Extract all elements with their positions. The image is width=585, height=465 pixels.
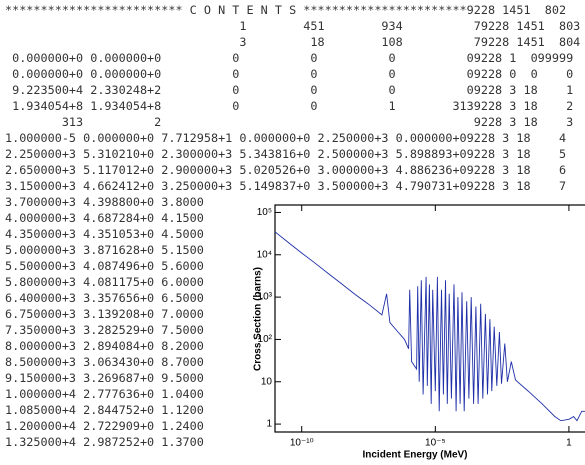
text-line: 1.934054+8 1.934054+8 0 0 1 3139228 3 18… <box>5 99 574 113</box>
chart: Incident Energy (MeV) Cross Section (bar… <box>237 197 585 465</box>
text-line: 5.000000+3 3.871628+0 5.1500 <box>5 243 204 257</box>
y-tick-label: 10 <box>261 376 273 387</box>
text-line: 2.250000+3 5.310210+0 2.300000+3 5.34381… <box>5 147 567 161</box>
text-line: 9.150000+3 3.269687+0 9.5000 <box>5 371 204 385</box>
text-line: 1.000000+4 2.777636+0 1.0400 <box>5 387 204 401</box>
text-line: 6.400000+3 3.357656+0 6.5000 <box>5 291 204 305</box>
text-line: 1.085000+4 2.844752+0 1.1200 <box>5 403 204 417</box>
text-line: 0.000000+0 0.000000+0 0 0 0 09228 1 0999… <box>5 51 574 65</box>
y-tick-label: 1 <box>266 419 272 430</box>
text-line: 5.500000+3 4.087496+0 5.6000 <box>5 259 204 273</box>
x-tick-label: 10⁻⁵ <box>425 438 446 449</box>
text-line: 1 451 934 79228 1451 803 <box>5 19 581 33</box>
text-line: 9.223500+4 2.330248+2 0 0 0 09228 3 18 1 <box>5 83 574 97</box>
text-line: 1.200000+4 2.722909+0 1.2400 <box>5 419 204 433</box>
text-line: 5.800000+3 4.081175+0 6.0000 <box>5 275 204 289</box>
y-tick-label: 10³ <box>258 292 273 303</box>
text-line: 4.350000+3 4.351053+0 4.5000 <box>5 227 204 241</box>
y-tick-label: 10² <box>258 334 273 345</box>
plot-frame <box>274 204 585 433</box>
text-line: 8.000000+3 2.894084+0 8.2000 <box>5 339 204 353</box>
text-line: 7.350000+3 3.282529+0 7.5000 <box>5 323 204 337</box>
data-line <box>274 231 585 422</box>
x-axis-label: Incident Energy (MeV) <box>362 450 467 461</box>
x-tick-label: 10⁻¹⁰ <box>290 438 314 449</box>
text-line: 1.325000+4 2.987252+0 1.3700 <box>5 435 204 449</box>
text-line: 1.000000-5 0.000000+0 7.712958+1 0.00000… <box>5 131 567 145</box>
file-text: ************************* C O N T E N T … <box>5 2 580 450</box>
text-line: 2.650000+3 5.117012+0 2.900000+3 5.02052… <box>5 163 567 177</box>
x-tick-label: 1 <box>566 438 572 449</box>
text-line: 6.750000+3 3.139208+0 7.0000 <box>5 307 204 321</box>
y-tick-label: 10⁵ <box>257 207 272 218</box>
text-line: 3.150000+3 4.662412+0 3.250000+3 5.14983… <box>5 179 567 193</box>
y-tick-label: 10⁴ <box>257 249 272 260</box>
text-line: ************************* C O N T E N T … <box>5 3 567 17</box>
text-line: 8.500000+3 3.063430+0 8.7000 <box>5 355 204 369</box>
text-line: 3.700000+3 4.398800+0 3.8000 <box>5 195 204 209</box>
text-line: 4.000000+3 4.687284+0 4.1500 <box>5 211 204 225</box>
text-line: 3 18 108 79228 1451 804 <box>5 35 581 49</box>
text-line: 313 2 9228 3 18 3 <box>5 115 574 129</box>
text-line: 0.000000+0 0.000000+0 0 0 0 09228 0 0 0 <box>5 67 574 81</box>
y-axis-label: Cross Section (barns) <box>253 267 264 371</box>
